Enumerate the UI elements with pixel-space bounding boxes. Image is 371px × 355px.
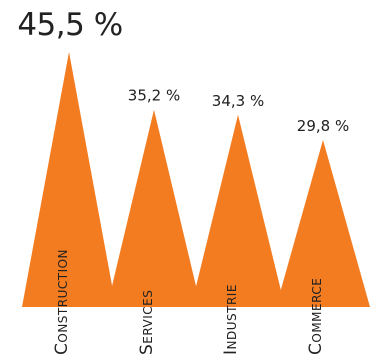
category-label-commerce: Commerce [306,278,326,355]
bar-services [107,109,201,307]
category-label-construction: Construction [52,249,72,355]
value-label-commerce: 29,8 % [297,117,349,135]
value-label-industrie: 34,3 % [212,92,264,110]
category-labels-group: Construction Services Industrie Commerce [52,249,326,355]
category-label-industrie: Industrie [221,284,241,355]
value-labels-group: 45,5 % 35,2 % 34,3 % 29,8 % [17,7,349,135]
value-label-construction: 45,5 % [17,7,122,43]
value-label-services: 35,2 % [128,87,180,105]
bar-industrie [191,114,285,308]
bar-construction [22,52,116,307]
bar-commerce [276,139,370,307]
category-label-services: Services [137,290,157,355]
bars-group [22,52,370,308]
